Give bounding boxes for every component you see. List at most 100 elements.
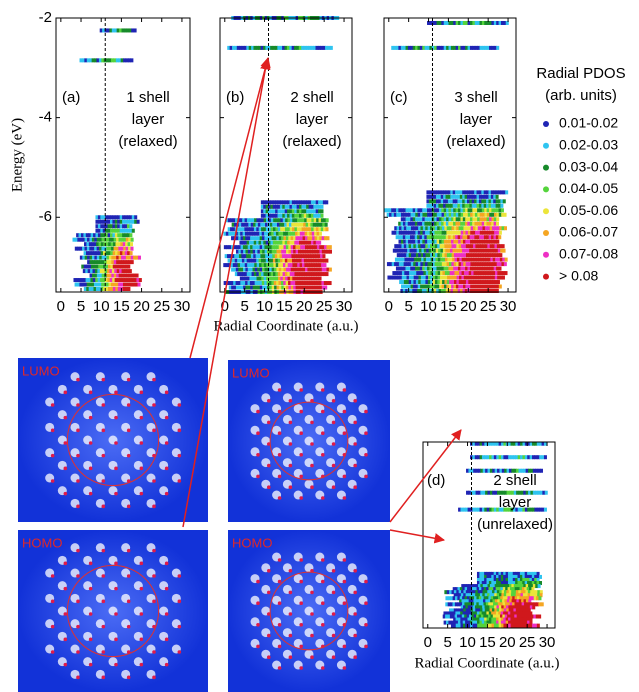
panel-text: 2 shell [493,472,536,489]
density-dot [129,269,132,273]
atom [127,574,131,578]
x-tick-label: 10 [420,298,437,315]
x-tick-label: 25 [480,298,497,315]
atom [165,492,169,496]
density-dot [537,624,540,628]
atom [89,416,93,420]
density-dot [129,233,132,237]
atom [127,549,131,553]
atom [289,442,293,446]
density-dot [131,238,134,242]
density-dot [131,247,134,251]
atom [278,388,282,392]
atom [140,587,144,591]
atom [127,676,131,680]
density-dot [505,271,508,275]
atom [102,574,106,578]
x-tick-label: 20 [296,298,313,315]
atom [321,623,325,627]
atom [310,464,314,468]
atom [76,429,80,433]
density-dot [499,285,502,289]
atom [278,496,282,500]
atom [152,403,156,407]
atom [256,431,260,435]
atom [267,634,271,638]
atom [114,467,118,471]
density-dot [541,602,544,606]
atom [140,612,144,616]
atom [310,485,314,489]
atom [353,464,357,468]
atom [140,663,144,667]
atom [332,485,336,489]
legend-label: > 0.08 [559,267,599,283]
atom [299,666,303,670]
legend-title: (arb. units) [545,87,617,104]
density-dot [330,46,333,50]
atom [289,612,293,616]
atom [152,479,156,483]
atom [343,410,347,414]
atom [353,655,357,659]
density-dot [496,240,499,244]
atom [343,431,347,435]
atom [102,549,106,553]
image-label: LUMO [232,365,270,380]
atom [165,562,169,566]
atom [278,410,282,414]
atom [89,492,93,496]
density-dot [502,276,505,280]
atom [76,549,80,553]
density-dot [538,584,541,588]
atom [343,601,347,605]
density-dot [138,283,141,287]
figure: 051015202530-2-4-6(a)1 shelllayer(relaxe… [0,0,639,692]
atom [364,601,368,605]
atom [299,645,303,649]
legend-label: 0.05-0.06 [559,202,618,218]
orbital-image: HOMO [228,530,390,692]
atom [102,403,106,407]
x-tick-label: 30 [174,298,191,315]
atom [76,479,80,483]
atom [267,569,271,573]
panel-tag: (a) [62,89,80,106]
legend-label: 0.07-0.08 [559,246,618,262]
density-dot [504,226,507,230]
atom [256,601,260,605]
arrow [390,430,461,522]
atom [299,388,303,392]
density-dot [540,469,543,473]
x-tick-label: 20 [460,298,477,315]
atom [364,623,368,627]
atom [310,655,314,659]
x-tick-label: 15 [276,298,293,315]
density-dot [498,235,501,239]
atom [289,634,293,638]
atom [102,454,106,458]
atom [76,600,80,604]
legend-label: 0.04-0.05 [559,180,618,196]
density-dot [320,214,323,218]
atom [89,441,93,445]
atom [343,666,347,670]
panel-text: 1 shell [126,89,169,106]
legend-swatch [543,121,549,127]
atom [178,600,182,604]
density-dot [127,265,130,269]
density-dot [325,227,328,231]
atom [140,441,144,445]
atom [140,416,144,420]
panel-text: layer [132,111,165,128]
atom [102,378,106,382]
atom [140,638,144,642]
panel-text: (relaxed) [118,133,177,150]
atom [64,441,68,445]
atom [64,587,68,591]
atom [114,492,118,496]
density-dot [505,190,508,194]
atom [321,558,325,562]
density-dot [139,278,142,282]
image-label: LUMO [22,363,60,378]
